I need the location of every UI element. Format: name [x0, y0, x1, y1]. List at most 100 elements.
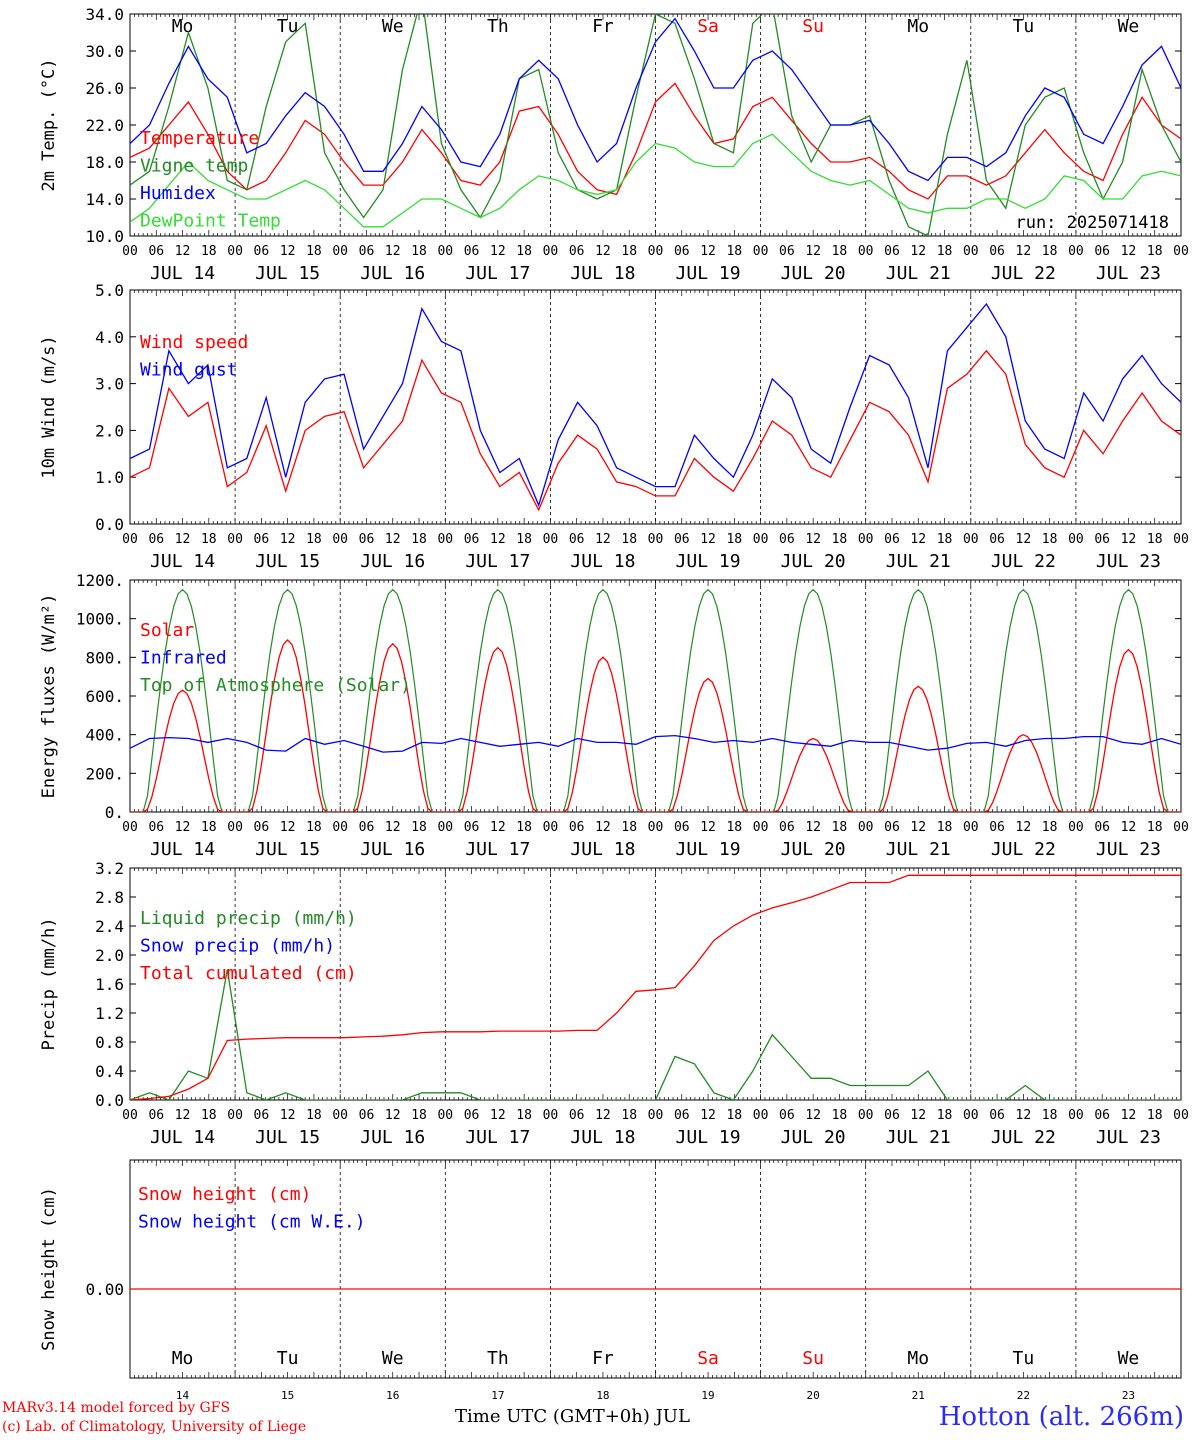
- legend-entry: Temperature: [140, 128, 259, 149]
- x-hour-label: 00: [227, 820, 243, 835]
- x-day-label: JUL 16: [360, 551, 425, 572]
- x-day-label: JUL 22: [991, 263, 1056, 284]
- x-hour-label: 18: [726, 244, 742, 259]
- x-hour-label: 12: [280, 244, 296, 259]
- weekday-label: Sa: [697, 1348, 719, 1369]
- x-hour-label: 18: [306, 532, 322, 547]
- weekday-label: Tu: [1013, 16, 1035, 37]
- x-hour-label: 18: [516, 532, 532, 547]
- y-tick-label: 0.00: [85, 1280, 124, 1299]
- x-hour-label: 00: [437, 244, 453, 259]
- y-tick-label: 14.0: [85, 190, 124, 209]
- x-hour-label: 12: [700, 244, 716, 259]
- y-tick-label: 3.0: [95, 375, 124, 394]
- x-day-label: JUL 14: [150, 1127, 215, 1148]
- x-hour-label: 18: [201, 1108, 217, 1123]
- x-hour-label: 18: [1042, 532, 1058, 547]
- x-hour-label: 12: [1016, 244, 1032, 259]
- y-axis-label: Precip (mm/h): [39, 917, 59, 1050]
- x-hour-label: 06: [1094, 532, 1110, 547]
- x-hour-label: 06: [779, 532, 795, 547]
- weekday-label: Mo: [907, 16, 929, 37]
- station-name: Hotton (alt. 266m): [938, 1402, 1184, 1432]
- x-hour-label: 06: [254, 532, 270, 547]
- y-tick-label: 2.4: [95, 917, 124, 936]
- x-day-label: JUL 14: [150, 839, 215, 860]
- x-hour-label: 18: [937, 820, 953, 835]
- y-tick-label: 800.: [85, 648, 124, 667]
- x-day-label: JUL 16: [360, 263, 425, 284]
- infrared-line: [130, 734, 1181, 753]
- y-tick-label: 1.0: [95, 468, 124, 487]
- series-line-0: [130, 349, 1181, 512]
- x-day-label: JUL 15: [255, 263, 320, 284]
- x-hour-label: 00: [332, 1108, 348, 1123]
- weekday-label: Mo: [907, 1348, 929, 1369]
- x-day-label: JUL 21: [886, 263, 951, 284]
- x-hour-label: 18: [832, 532, 848, 547]
- weekday-label: Mo: [172, 16, 194, 37]
- x-hour-label: 00: [963, 244, 979, 259]
- x-hour-label: 12: [700, 532, 716, 547]
- toa-solar-line: [130, 588, 1181, 812]
- y-tick-label: 1000.: [76, 610, 124, 629]
- x-hour-label: 00: [1068, 1108, 1084, 1123]
- x-hour-label: 18: [201, 532, 217, 547]
- x-hour-label: 18: [411, 1108, 427, 1123]
- x-hour-label: 18: [1042, 1108, 1058, 1123]
- day-number-label: 23: [1122, 1389, 1135, 1402]
- x-hour-label: 12: [175, 532, 191, 547]
- y-tick-label: 1.6: [95, 975, 124, 994]
- day-number-label: 22: [1017, 1389, 1030, 1402]
- y-tick-label: 30.0: [85, 42, 124, 61]
- day-number-label: 14: [176, 1389, 190, 1402]
- x-day-label: JUL 14: [150, 263, 215, 284]
- x-hour-label: 06: [674, 532, 690, 547]
- x-day-label: JUL 23: [1096, 1127, 1161, 1148]
- y-tick-label: 18.0: [85, 153, 124, 172]
- x-hour-label: 18: [306, 820, 322, 835]
- legend-entry: Solar: [140, 620, 194, 641]
- x-day-label: JUL 17: [465, 1127, 530, 1148]
- x-hour-label: 00: [122, 532, 138, 547]
- x-hour-label: 18: [1147, 532, 1163, 547]
- weekday-label: Th: [487, 16, 509, 37]
- y-tick-label: 0.0: [95, 515, 124, 534]
- x-hour-label: 06: [359, 1108, 375, 1123]
- weekday-label: Sa: [697, 16, 719, 37]
- x-hour-label: 00: [963, 532, 979, 547]
- weekday-label: Su: [802, 1348, 824, 1369]
- x-hour-label: 06: [254, 244, 270, 259]
- day-number-label: 17: [491, 1389, 504, 1402]
- x-hour-label: 06: [674, 820, 690, 835]
- x-day-label: JUL 21: [886, 839, 951, 860]
- x-hour-label: 06: [569, 244, 585, 259]
- x-hour-label: 00: [543, 532, 559, 547]
- x-hour-label: 00: [648, 244, 664, 259]
- x-day-label: JUL 20: [781, 551, 846, 572]
- x-day-label: JUL 15: [255, 1127, 320, 1148]
- y-tick-label: 0.8: [95, 1033, 124, 1052]
- x-hour-label: 18: [1147, 1108, 1163, 1123]
- x-hour-label: 00: [1068, 820, 1084, 835]
- x-hour-label: 12: [700, 1108, 716, 1123]
- x-hour-label: 12: [1016, 1108, 1032, 1123]
- weekday-label: We: [382, 1348, 404, 1369]
- day-number-label: 16: [386, 1389, 399, 1402]
- legend-entry: Humidex: [140, 183, 216, 204]
- x-day-label: JUL 17: [465, 263, 530, 284]
- x-day-label: JUL 23: [1096, 839, 1161, 860]
- series-line-1: [130, 14, 1181, 236]
- weekday-label: Tu: [1013, 1348, 1035, 1369]
- x-hour-label: 06: [148, 244, 164, 259]
- x-day-label: JUL 22: [991, 1127, 1056, 1148]
- x-hour-label: 18: [832, 820, 848, 835]
- x-hour-label: 18: [621, 1108, 637, 1123]
- legend-entry: Liquid precip (mm/h): [140, 908, 357, 929]
- x-hour-label: 06: [1094, 820, 1110, 835]
- x-hour-label: 06: [1094, 1108, 1110, 1123]
- x-hour-label: 00: [858, 820, 874, 835]
- x-day-label: JUL 20: [781, 1127, 846, 1148]
- x-day-label: JUL 15: [255, 839, 320, 860]
